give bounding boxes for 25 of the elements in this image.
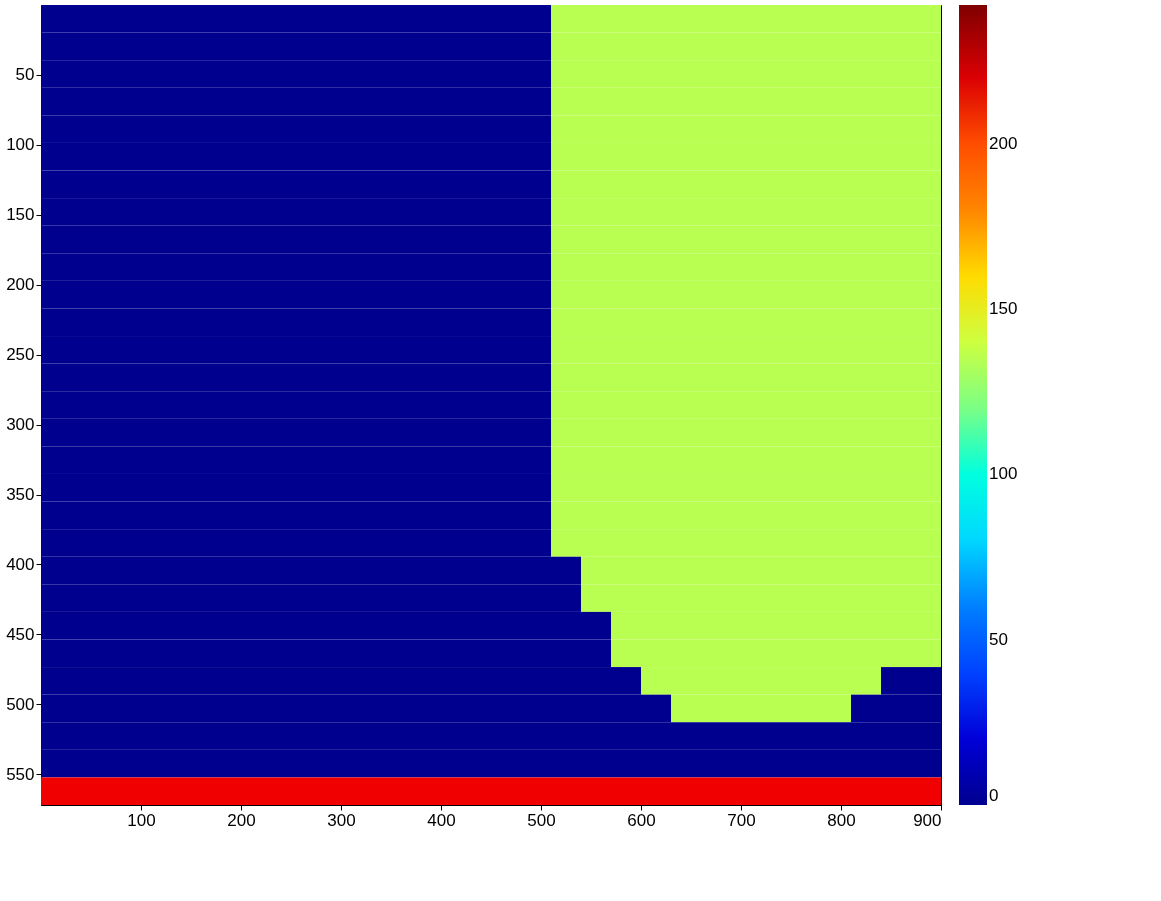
y-tick-label: 200 bbox=[6, 275, 35, 295]
y-tick-label: 350 bbox=[6, 485, 35, 505]
x-tick-label: 500 bbox=[527, 810, 556, 830]
y-tick-label: 550 bbox=[6, 764, 35, 784]
y-tick-label: 150 bbox=[6, 205, 35, 225]
x-tick-label: 200 bbox=[227, 810, 256, 830]
color-bar-label: 0 bbox=[989, 786, 999, 805]
y-tick-label: 300 bbox=[6, 415, 35, 435]
y-tick-label: 250 bbox=[6, 345, 35, 365]
x-tick-label: 600 bbox=[627, 810, 656, 830]
x-tick-label: 800 bbox=[827, 810, 856, 830]
y-tick-label: 400 bbox=[6, 554, 35, 574]
y-tick-label: 50 bbox=[15, 65, 35, 85]
x-tick-label: 100 bbox=[127, 810, 156, 830]
color-bar-label: 100 bbox=[989, 464, 1018, 484]
color-bar-label: 50 bbox=[989, 629, 1008, 649]
y-tick-label: 450 bbox=[6, 624, 35, 644]
color-bar-label: 150 bbox=[989, 299, 1018, 319]
y-tick-label: 500 bbox=[6, 694, 35, 714]
x-tick-label: 700 bbox=[727, 810, 756, 830]
x-tick-label: 400 bbox=[427, 810, 456, 830]
x-tick-label: 900 bbox=[913, 810, 942, 830]
y-tick-label: 100 bbox=[6, 135, 35, 155]
x-tick-label: 300 bbox=[327, 810, 356, 830]
color-bar-label: 200 bbox=[989, 133, 1018, 153]
